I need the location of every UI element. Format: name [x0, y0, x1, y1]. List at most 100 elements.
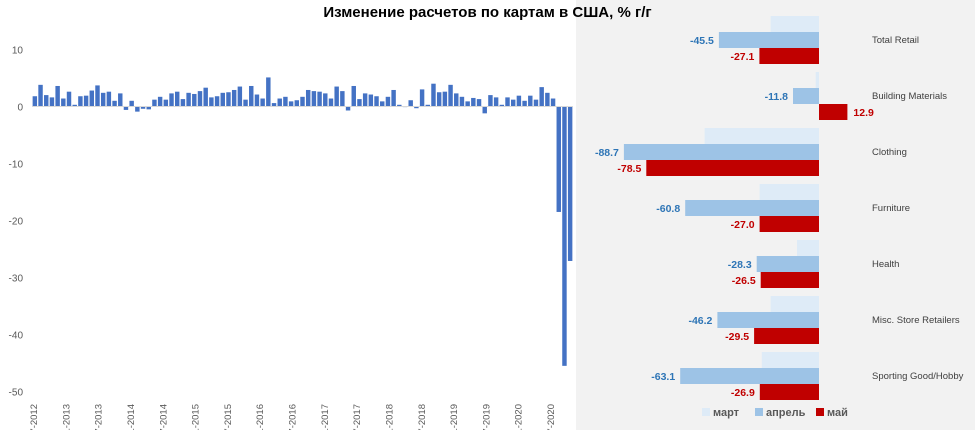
bar [186, 92, 191, 107]
bar [209, 97, 214, 107]
bar [271, 103, 277, 107]
data-label: -29.5 [725, 331, 749, 343]
bar [391, 89, 396, 107]
bar [414, 106, 419, 109]
bar [95, 85, 100, 107]
bar-май [819, 104, 848, 120]
data-label: -27.0 [731, 219, 755, 231]
bar [203, 87, 208, 107]
data-label: -26.5 [732, 275, 756, 287]
bar [243, 99, 248, 107]
x-tick-label: 07-2015 [223, 404, 234, 430]
bar-апрель [718, 32, 819, 48]
bar [317, 91, 322, 107]
bar [510, 99, 516, 107]
left-chart-area [0, 0, 576, 430]
bar [425, 104, 430, 107]
bar [454, 93, 459, 107]
bar [340, 91, 345, 107]
card-payments-bar-chart: 10 0 -10 -20 -30 -40 -50 07-2012 01-2013 07-2013 0… [9, 46, 573, 430]
bar-апрель [680, 368, 819, 384]
bar-апрель [756, 256, 819, 272]
category-label: Misc. Store Retailers [872, 315, 960, 326]
bar-март [770, 16, 819, 32]
x-tick-label: 07-2017 [352, 404, 363, 430]
legend-label: апрель [766, 407, 806, 419]
bar-март [759, 184, 819, 200]
x-tick-label: 07-2016 [288, 404, 299, 430]
bar [157, 96, 163, 107]
bar [226, 92, 231, 107]
bar [146, 106, 151, 110]
y-tick-label: 10 [12, 46, 24, 57]
bar [482, 106, 487, 114]
bar [106, 91, 112, 107]
bar [493, 97, 499, 107]
x-tick-label: 07-2018 [417, 404, 428, 430]
bar [283, 96, 288, 107]
bar [72, 104, 77, 107]
bar [135, 106, 140, 112]
bar [465, 101, 470, 107]
legend-swatch-май [816, 408, 824, 416]
bar [288, 101, 294, 107]
y-tick-label: -10 [9, 160, 24, 171]
bar-май [759, 384, 819, 400]
bar [305, 89, 311, 107]
bar [385, 96, 391, 107]
bar-май [646, 160, 819, 176]
bar [368, 94, 374, 107]
bar [44, 95, 49, 107]
y-tick-label: -40 [9, 331, 24, 342]
bar [100, 92, 106, 107]
bar [351, 85, 356, 107]
x-tick-label: 07-2013 [94, 404, 105, 430]
bar [528, 95, 533, 107]
bar [61, 98, 66, 107]
x-tick-label: 07-2012 [29, 404, 40, 430]
x-tick-label: 01-2017 [320, 404, 331, 430]
bar [112, 100, 117, 107]
bar [499, 104, 505, 107]
bar-март [704, 128, 819, 144]
bar-март [815, 72, 819, 88]
bar [442, 91, 448, 107]
bar [55, 85, 60, 107]
data-label: 12.9 [853, 107, 874, 119]
bar [476, 99, 482, 107]
bar-май [760, 272, 819, 288]
bar [231, 89, 237, 107]
category-label: Building Materials [872, 91, 947, 102]
bar [260, 98, 265, 107]
bar [334, 86, 339, 107]
bar [237, 86, 243, 107]
bar [550, 98, 556, 107]
bar [380, 101, 385, 107]
bar [488, 95, 493, 107]
bar [163, 99, 169, 107]
bar [522, 100, 527, 107]
x-tick-label: 01-2019 [449, 404, 460, 430]
data-label: -78.5 [617, 163, 641, 175]
bar [505, 97, 510, 107]
bar [448, 84, 453, 107]
bar [516, 95, 522, 107]
data-label: -63.1 [651, 371, 675, 383]
bar [129, 100, 134, 107]
bar-март [797, 240, 819, 256]
bar [249, 85, 254, 107]
category-label: Sporting Good/Hobby [872, 371, 964, 382]
legend-label: март [713, 407, 740, 419]
bar [294, 100, 300, 107]
bar [545, 92, 550, 107]
bar [174, 91, 180, 107]
x-tick-label: 01-2020 [514, 404, 525, 430]
bar [567, 106, 573, 261]
category-label: Furniture [872, 203, 910, 214]
bar [374, 96, 379, 107]
bar-апрель [685, 200, 819, 216]
x-tick-label: 07-2014 [158, 404, 169, 430]
bar-март [761, 352, 819, 368]
bar [471, 97, 476, 107]
bar [78, 96, 83, 107]
